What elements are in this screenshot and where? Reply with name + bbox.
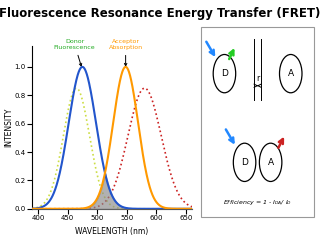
Y-axis label: INTENSITY: INTENSITY [4,108,13,147]
Text: r: r [256,74,259,83]
Text: D: D [241,158,248,167]
X-axis label: WAVELENGTH (nm): WAVELENGTH (nm) [76,227,148,236]
Text: Donor
Fluorescence: Donor Fluorescence [54,39,95,66]
Text: D: D [221,69,228,78]
Text: A: A [288,69,294,78]
Text: Acceptor
Absorption: Acceptor Absorption [108,39,143,66]
Text: Fluorescence Resonance Energy Transfer (FRET): Fluorescence Resonance Energy Transfer (… [0,7,320,20]
Text: Efficiency = 1 - $I_{DA}$/ $I_D$: Efficiency = 1 - $I_{DA}$/ $I_D$ [223,198,292,207]
Text: A: A [268,158,274,167]
FancyBboxPatch shape [201,27,315,217]
